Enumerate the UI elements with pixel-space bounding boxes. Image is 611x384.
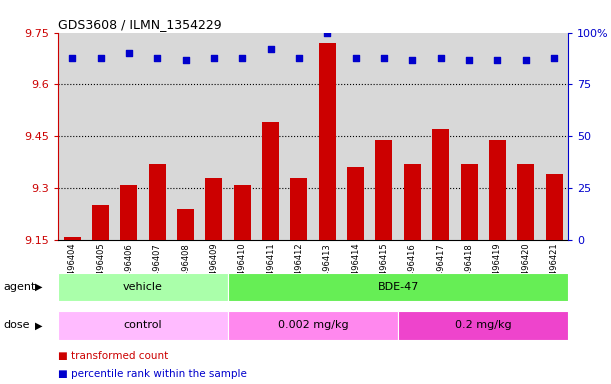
Point [549, 55, 559, 61]
Text: BDE-47: BDE-47 [378, 282, 419, 292]
Bar [205, 178, 222, 240]
Point [152, 55, 162, 61]
Text: GDS3608 / ILMN_1354229: GDS3608 / ILMN_1354229 [58, 18, 222, 31]
Point [266, 46, 276, 52]
Bar [319, 43, 336, 240]
Point [379, 55, 389, 61]
Point [238, 55, 247, 61]
Bar [262, 122, 279, 240]
Point [436, 55, 445, 61]
Bar [404, 164, 421, 240]
Bar [432, 129, 449, 240]
Point [464, 56, 474, 63]
Text: agent: agent [3, 282, 35, 292]
Bar [461, 164, 478, 240]
Point [124, 50, 134, 56]
Point [351, 55, 360, 61]
Bar [290, 178, 307, 240]
Bar [398, 311, 568, 340]
Text: ■ percentile rank within the sample: ■ percentile rank within the sample [58, 369, 247, 379]
Bar [58, 273, 228, 301]
Text: vehicle: vehicle [123, 282, 163, 292]
Point [181, 56, 191, 63]
Bar [148, 164, 166, 240]
Bar [58, 311, 228, 340]
Bar [347, 167, 364, 240]
Point [408, 56, 417, 63]
Text: ■ transformed count: ■ transformed count [58, 351, 168, 361]
Text: control: control [124, 320, 163, 331]
Text: ▶: ▶ [35, 320, 42, 331]
Bar [92, 205, 109, 240]
Point [492, 56, 502, 63]
Point [67, 55, 77, 61]
Bar [120, 185, 137, 240]
Text: dose: dose [3, 320, 29, 331]
Point [323, 30, 332, 36]
Point [521, 56, 530, 63]
Point [96, 55, 106, 61]
Text: 0.002 mg/kg: 0.002 mg/kg [278, 320, 348, 331]
Bar [517, 164, 534, 240]
Point [209, 55, 219, 61]
Bar [228, 273, 568, 301]
Bar [64, 237, 81, 240]
Bar [546, 174, 563, 240]
Bar [234, 185, 251, 240]
Bar [489, 140, 506, 240]
Bar [376, 140, 392, 240]
Point [294, 55, 304, 61]
Text: ▶: ▶ [35, 282, 42, 292]
Bar [177, 209, 194, 240]
Text: 0.2 mg/kg: 0.2 mg/kg [455, 320, 511, 331]
Bar [228, 311, 398, 340]
